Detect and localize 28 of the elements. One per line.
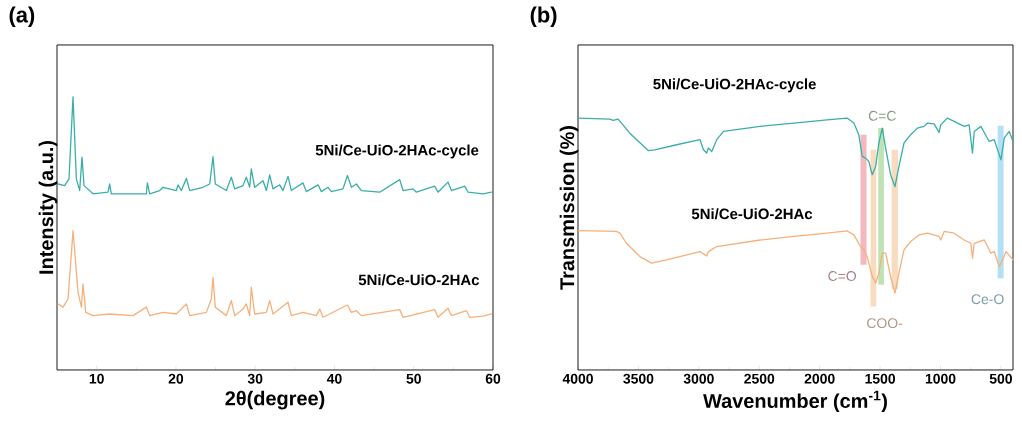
series-label: 5Ni/Ce-UiO-2HAc-cycle: [315, 144, 479, 159]
x-tick-label: 30: [247, 373, 263, 384]
x-axis-title: Wavenumber (cm$^{-1}$): [703, 390, 887, 412]
x-axis-title: 2θ(degree): [225, 390, 325, 410]
x-tick-label: 2500: [744, 373, 775, 384]
y-axis-title: Transmission (%): [559, 126, 579, 290]
band-label: C=C: [868, 110, 896, 121]
text: (b): [530, 6, 557, 27]
x-tick-label: 500: [989, 373, 1012, 384]
series-label: 5Ni/Ce-UiO-2HAc: [358, 274, 480, 286]
x-tick-label: 40: [326, 373, 342, 384]
x-tick-label: 4000: [562, 373, 593, 384]
x-tick-label: 50: [406, 373, 421, 384]
series-label: 5Ni/Ce-UiO-2HAc-cycle: [653, 78, 816, 93]
x-tick-label: 20: [168, 373, 184, 384]
series-label: 5Ni/Ce-UiO-2HAc: [691, 208, 813, 220]
x-tick-label: 2000: [804, 373, 835, 384]
band-label: Ce-O: [971, 294, 1004, 305]
x-tick-label: 1000: [925, 373, 956, 384]
x-tick-label: 1500: [865, 373, 896, 384]
text: (a): [9, 6, 35, 27]
band-label: C=O: [828, 271, 857, 281]
x-tick-label: 3500: [623, 373, 654, 384]
x-tick-label: 3000: [683, 373, 714, 384]
x-tick-label: 10: [89, 373, 104, 384]
y-axis-title: Intensity (a.u.): [38, 140, 58, 274]
band-label: COO-: [867, 318, 903, 329]
x-tick-label: 60: [485, 373, 501, 384]
